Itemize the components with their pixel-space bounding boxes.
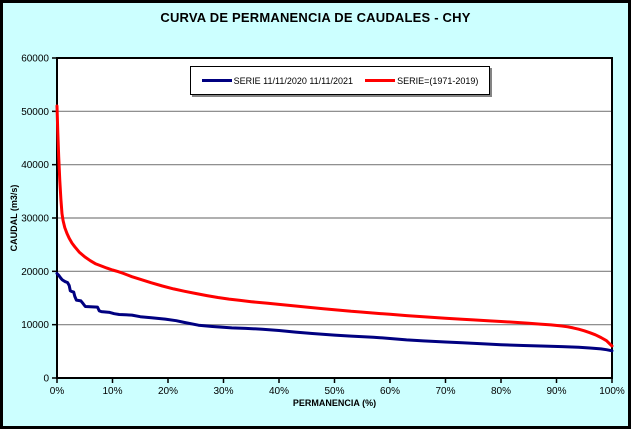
y-tick-label: 10000 — [21, 320, 49, 331]
series-line-1 — [55, 104, 614, 348]
x-axis-title: PERMANENCIA (%) — [292, 398, 377, 408]
legend-label: SERIE 11/11/2020 11/11/2021 — [233, 75, 354, 86]
y-axis-title: CAUDAL (m3/s) — [9, 184, 19, 252]
x-tick-label: 90% — [546, 386, 566, 397]
y-tick-label: 60000 — [21, 54, 49, 65]
legend-entry-serie-1971-2019: SERIE=(1971-2019) — [365, 76, 478, 86]
x-tick-label: 80% — [491, 386, 511, 397]
x-tick-label: 40% — [269, 386, 289, 397]
legend-line-swatch-red — [365, 79, 396, 82]
plot-border — [56, 57, 613, 379]
x-tick-label: 50% — [324, 386, 344, 397]
x-tick-label: 10% — [102, 386, 122, 397]
x-tick-label: 60% — [380, 386, 400, 397]
series-line-0 — [55, 272, 614, 353]
chart-title: CURVA DE PERMANENCIA DE CAUDALES - CHY — [160, 10, 471, 25]
y-tick-label: 50000 — [21, 107, 49, 118]
legend-label: SERIE=(1971-2019) — [397, 75, 479, 86]
x-tick-label: 0% — [50, 386, 65, 397]
y-tick-label: 30000 — [21, 214, 49, 225]
x-tick-label: 70% — [435, 386, 455, 397]
legend-line-swatch-navy — [201, 79, 232, 82]
x-tick-label: 20% — [158, 386, 178, 397]
legend-entry-serie-2020-2021: SERIE 11/11/2020 11/11/2021 — [201, 75, 354, 86]
y-tick-label: 0 — [43, 374, 49, 385]
x-tick-label: 100% — [599, 386, 625, 397]
y-tick-label: 20000 — [21, 267, 49, 278]
y-tick-label: 40000 — [21, 160, 49, 171]
x-tick-label: 30% — [213, 386, 233, 397]
legend: SERIE 11/11/2020 11/11/2021 SERIE=(1971-… — [190, 66, 490, 95]
